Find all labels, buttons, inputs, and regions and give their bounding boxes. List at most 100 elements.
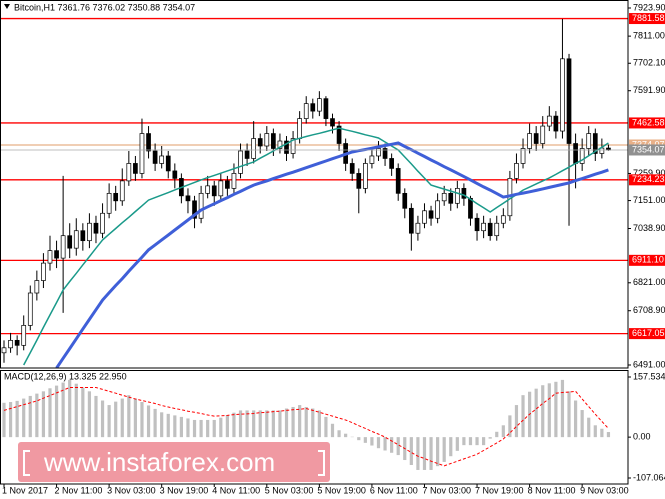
- candle-body: [165, 155, 171, 172]
- macd-bar: [357, 437, 361, 441]
- candle-body: [264, 133, 270, 147]
- macd-bar: [344, 433, 348, 438]
- candle-body: [297, 118, 302, 139]
- candle-body: [277, 140, 283, 149]
- candle-body: [317, 98, 322, 112]
- x-tick-label: 7 Nov 03:00: [422, 485, 471, 495]
- macd-bar: [580, 410, 584, 438]
- candle-body: [395, 168, 401, 194]
- macd-bar: [238, 410, 243, 438]
- macd-bar: [317, 410, 321, 438]
- macd-bar: [468, 437, 473, 446]
- macd-bar: [442, 437, 446, 462]
- x-tick-label: 3 Nov 19:00: [160, 485, 209, 495]
- candle-body: [93, 222, 99, 234]
- macd-bar: [160, 412, 164, 438]
- candle-body: [271, 133, 276, 149]
- macd-bar: [541, 385, 545, 438]
- level-label: 7374.07: [632, 139, 665, 149]
- macd-bar: [495, 431, 499, 438]
- macd-bar: [173, 415, 177, 438]
- x-tick-label: 3 Nov 03:00: [107, 485, 156, 495]
- y-tick-label: 7591.90: [633, 85, 665, 95]
- x-tick-label: 5 Nov 03:00: [265, 485, 314, 495]
- macd-bar: [166, 413, 170, 438]
- price-panel: [0, 17, 628, 368]
- macd-bar: [573, 400, 578, 438]
- macd-bar: [22, 398, 26, 438]
- candle-body: [73, 230, 79, 249]
- macd-bar: [475, 437, 479, 446]
- y-tick-label: 7038.90: [633, 223, 665, 233]
- macd-bar: [416, 437, 420, 470]
- macd-bar: [140, 402, 144, 438]
- y-tick-label: 6708.90: [633, 305, 665, 315]
- candle-body: [520, 148, 526, 164]
- macd-bar: [35, 393, 39, 438]
- macd-bar: [265, 410, 269, 438]
- y-tick-label: 7811.00: [633, 31, 665, 41]
- macd-bar: [501, 425, 505, 438]
- macd-bar: [488, 437, 492, 439]
- macd-bar: [330, 423, 335, 438]
- candle-body: [159, 155, 165, 164]
- macd-bar: [311, 408, 315, 438]
- candle-body: [8, 339, 13, 349]
- candle-body: [60, 235, 66, 259]
- price-frame: [0, 0, 629, 369]
- macd-bar: [107, 405, 111, 438]
- level-label: 7462.58: [632, 117, 665, 127]
- candle-body: [54, 250, 59, 259]
- macd-bar: [560, 379, 565, 438]
- macd-y-tick-label: 157.534: [633, 371, 665, 381]
- candle-body: [369, 155, 375, 164]
- y-tick-label: 7151.00: [633, 195, 665, 205]
- candle-body: [363, 163, 368, 189]
- macd-bar: [8, 402, 13, 438]
- macd-bar: [252, 410, 256, 438]
- macd-bar: [593, 425, 597, 438]
- candle-body: [205, 185, 211, 194]
- candle-body: [422, 210, 427, 224]
- candle-body: [494, 222, 500, 237]
- level-label-box: [629, 254, 665, 266]
- macd-bar: [2, 402, 6, 438]
- watermark-box: [18, 442, 330, 482]
- macd-bar: [567, 391, 571, 438]
- level-label: 6617.05: [632, 328, 665, 338]
- x-tick-label: 9 Nov 03:00: [580, 485, 629, 495]
- macd-title: MACD(12,26,9) 13.325 22.950: [4, 371, 127, 381]
- macd-bar: [514, 405, 519, 438]
- candle-body: [80, 230, 86, 242]
- macd-bar: [186, 418, 190, 438]
- candle-body: [47, 250, 53, 264]
- y-tick-label: 6491.00: [633, 359, 665, 369]
- x-tick-label: 7 Nov 19:00: [475, 485, 524, 495]
- y-tick-label: 7923.90: [633, 2, 665, 12]
- macd-bar: [146, 405, 151, 438]
- macd-bar: [100, 400, 105, 438]
- candle-body: [310, 103, 316, 112]
- candle-body: [553, 115, 559, 132]
- candle-body: [481, 222, 486, 232]
- candle-body: [244, 150, 250, 159]
- macd-bar: [455, 437, 459, 451]
- macd-bar: [534, 388, 538, 438]
- macd-bar: [554, 381, 558, 438]
- candle-body: [21, 325, 27, 346]
- macd-bar: [48, 388, 52, 438]
- candle-body: [231, 173, 237, 189]
- candle-body: [225, 180, 230, 189]
- current-price-box: [629, 144, 665, 156]
- candle-body: [441, 192, 447, 202]
- candle-body: [560, 58, 565, 132]
- macd-bar: [87, 391, 92, 438]
- candle-body: [100, 212, 105, 234]
- macd-bar: [383, 437, 387, 451]
- macd-bar: [396, 437, 400, 456]
- candle-body: [468, 197, 473, 219]
- y-tick-label: 7259.90: [633, 168, 665, 178]
- candle-body: [133, 163, 138, 174]
- candle-body: [573, 143, 578, 164]
